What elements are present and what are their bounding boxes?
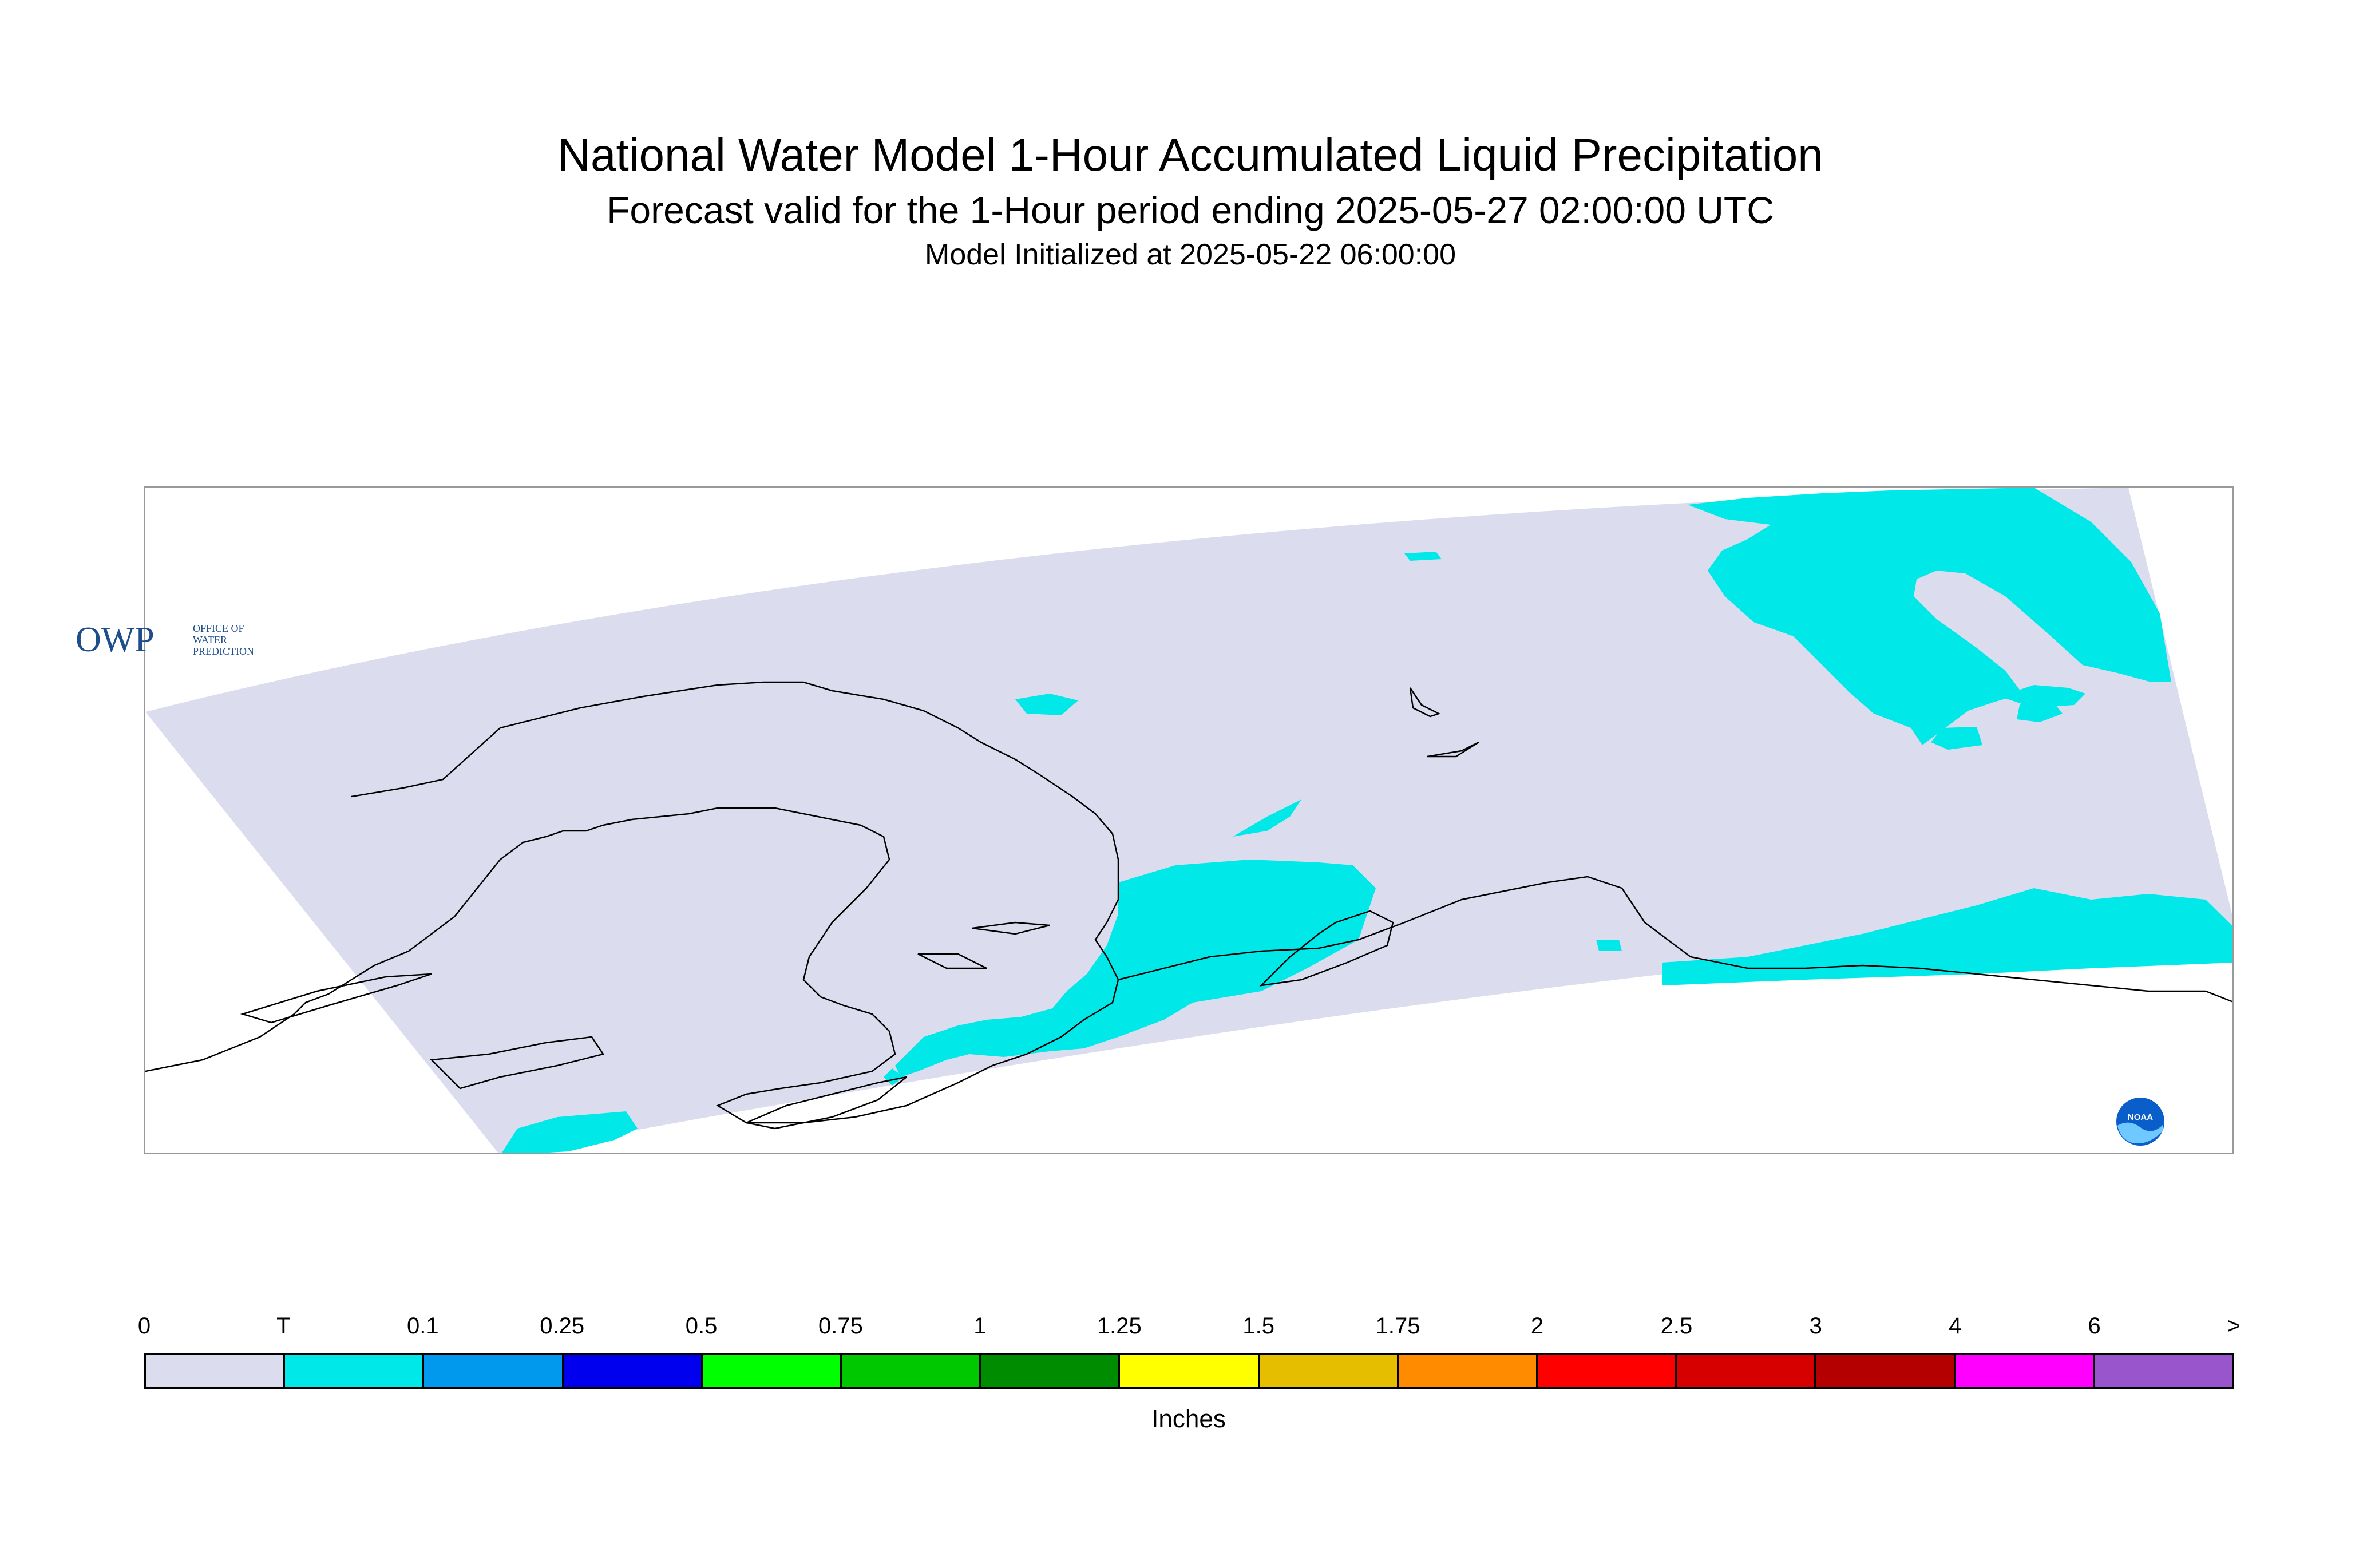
colorbar-swatch [1120, 1355, 1260, 1387]
svg-text:OWP: OWP [76, 620, 155, 659]
colorbar [144, 1353, 2234, 1389]
colorbar-label: 2.5 [1660, 1313, 1693, 1339]
coastline-mainland [145, 681, 1119, 1124]
noaa-logo: NOAA [2115, 1096, 2166, 1150]
svg-text:PREDICTION: PREDICTION [193, 646, 253, 657]
colorbar-swatch [1538, 1355, 1677, 1387]
colorbar-label: 2 [1530, 1313, 1544, 1339]
colorbar-label: 1.25 [1097, 1313, 1142, 1339]
svg-text:OFFICE OF: OFFICE OF [193, 623, 244, 634]
colorbar-swatch [1816, 1355, 1956, 1387]
precip-area-east-right [2000, 685, 2085, 708]
colorbar-swatch [424, 1355, 564, 1387]
colorbar-label: 6 [2088, 1313, 2101, 1339]
colorbar-swatch [1955, 1355, 2095, 1387]
precip-area-north-small [1015, 694, 1078, 715]
coastline-island-north2 [1427, 741, 1479, 758]
colorbar-label: > [2227, 1313, 2241, 1339]
colorbar-label: 0.5 [685, 1313, 718, 1339]
colorbar-swatch [1398, 1355, 1538, 1387]
coastline-lake-1 [972, 921, 1050, 935]
coastline-peninsula-west [240, 973, 432, 1024]
map-canvas [145, 488, 2232, 1153]
colorbar-label: T [276, 1313, 291, 1339]
precip-area-panhandle [1662, 888, 2232, 985]
owp-logo: OWP OFFICE OF WATER PREDICTION [70, 618, 254, 667]
coastline-island-north [1409, 687, 1441, 718]
precip-area-sw-corner [501, 1111, 638, 1153]
coastline-alaska-pen [743, 1076, 907, 1130]
model-init-line: Model Initialized at 2025-05-22 06:00:00 [925, 238, 1456, 271]
colorbar-label: 0.1 [406, 1313, 439, 1339]
colorbar-label: 0.25 [540, 1313, 585, 1339]
colorbar-label: 0 [137, 1313, 151, 1339]
precip-area-east-small [1931, 727, 1982, 750]
map-title: National Water Model 1-Hour Accumulated … [557, 129, 1823, 180]
owp-logo-image: OWP OFFICE OF WATER PREDICTION [76, 620, 254, 659]
colorbar-swatch [2094, 1355, 2232, 1387]
noaa-emblem-icon: NOAA [2116, 1098, 2164, 1146]
model-domain [145, 488, 2232, 1153]
colorbar-label: 3 [1809, 1313, 1822, 1339]
colorbar-label: 4 [1949, 1313, 1962, 1339]
precip-areas [501, 488, 2232, 1153]
map-subtitle: Forecast valid for the 1-Hour period end… [607, 189, 1774, 231]
colorbar-label: 1 [973, 1313, 987, 1339]
coastline-gulf-islands [1259, 910, 1394, 987]
precip-area-north-speck [1404, 552, 1442, 561]
coastline-west-lowland [430, 1036, 605, 1090]
colorbar-units: Inches [1151, 1405, 1226, 1433]
precip-area-northwest-islet [1233, 799, 1301, 837]
colorbar-swatch [563, 1355, 703, 1387]
colorbar-swatch [981, 1355, 1121, 1387]
precip-area-southcentral [895, 860, 1376, 1077]
coastlines [145, 681, 2232, 1130]
colorbar-labels: 0 T 0.1 0.25 0.5 0.75 1 1.25 1.5 1.75 2 2.5 3 4 6 > [138, 1313, 2241, 1348]
colorbar-swatch [285, 1355, 425, 1387]
colorbar-label: 0.75 [818, 1313, 863, 1339]
colorbar-swatch [1677, 1355, 1816, 1387]
colorbar-label: 1.75 [1375, 1313, 1420, 1339]
svg-text:NOAA: NOAA [2128, 1112, 2153, 1122]
svg-text:WATER: WATER [193, 634, 227, 646]
colorbar-swatch [1259, 1355, 1399, 1387]
precip-area-northeast [1688, 488, 2171, 745]
colorbar-swatch [842, 1355, 981, 1387]
precip-area-gulf-islet [1596, 940, 1622, 951]
map-panel [144, 486, 2234, 1154]
coastline-lake-2 [917, 953, 987, 969]
coastline-south [1118, 876, 2232, 1003]
colorbar-swatch [146, 1355, 286, 1387]
colorbar-label: 1.5 [1242, 1313, 1274, 1339]
colorbar-swatch [702, 1355, 842, 1387]
